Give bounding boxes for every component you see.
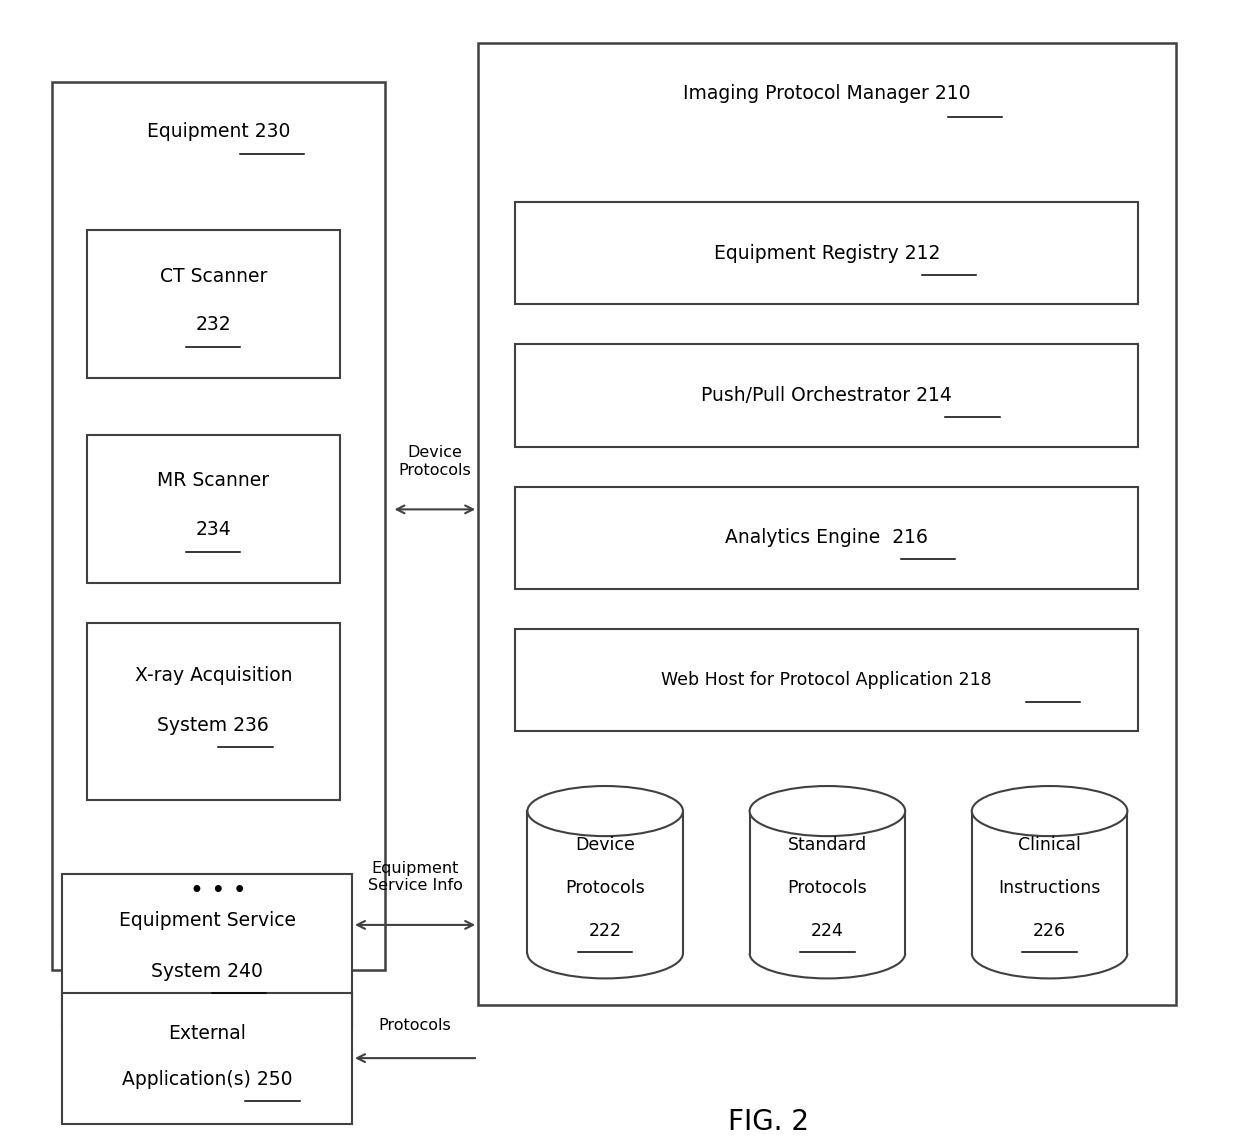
Text: 226: 226 xyxy=(1033,922,1066,940)
FancyBboxPatch shape xyxy=(479,42,1176,1004)
Text: Web Host for Protocol Application 218: Web Host for Protocol Application 218 xyxy=(661,672,992,689)
Text: Analytics Engine  216: Analytics Engine 216 xyxy=(725,529,929,547)
FancyBboxPatch shape xyxy=(515,486,1138,589)
Text: Imaging Protocol Manager 210: Imaging Protocol Manager 210 xyxy=(683,85,971,103)
Text: Clinical: Clinical xyxy=(1018,835,1081,853)
Ellipse shape xyxy=(972,786,1127,836)
FancyBboxPatch shape xyxy=(515,344,1138,447)
Text: Equipment 230: Equipment 230 xyxy=(148,122,290,141)
Ellipse shape xyxy=(527,786,683,836)
FancyBboxPatch shape xyxy=(515,629,1138,731)
Text: Protocols: Protocols xyxy=(565,879,645,897)
FancyBboxPatch shape xyxy=(62,993,352,1125)
Text: MR Scanner: MR Scanner xyxy=(157,471,269,491)
Text: Device
Protocols: Device Protocols xyxy=(398,445,471,477)
Text: System 240: System 240 xyxy=(151,961,263,980)
Text: 234: 234 xyxy=(196,521,231,539)
FancyBboxPatch shape xyxy=(527,811,683,953)
Text: Standard: Standard xyxy=(787,835,867,853)
FancyBboxPatch shape xyxy=(87,623,340,800)
Text: FIG. 2: FIG. 2 xyxy=(728,1107,808,1136)
FancyBboxPatch shape xyxy=(62,874,352,1027)
Text: Equipment
Service Info: Equipment Service Info xyxy=(367,860,463,893)
FancyBboxPatch shape xyxy=(972,811,1127,953)
Text: Protocols: Protocols xyxy=(787,879,867,897)
FancyBboxPatch shape xyxy=(87,230,340,379)
Text: Protocols: Protocols xyxy=(378,1018,451,1033)
FancyBboxPatch shape xyxy=(52,82,386,970)
Text: 232: 232 xyxy=(196,316,231,334)
Text: External: External xyxy=(169,1024,246,1043)
Text: Push/Pull Orchestrator 214: Push/Pull Orchestrator 214 xyxy=(702,386,952,405)
Text: X-ray Acquisition: X-ray Acquisition xyxy=(134,666,291,684)
Text: • • •: • • • xyxy=(191,879,247,903)
FancyBboxPatch shape xyxy=(515,202,1138,304)
Text: Device: Device xyxy=(575,835,635,853)
Text: Instructions: Instructions xyxy=(998,879,1101,897)
Text: 222: 222 xyxy=(589,922,621,940)
Text: 224: 224 xyxy=(811,922,844,940)
Text: CT Scanner: CT Scanner xyxy=(160,267,267,286)
Text: Equipment Service: Equipment Service xyxy=(119,912,295,930)
Text: Equipment Registry 212: Equipment Registry 212 xyxy=(713,244,940,263)
Text: System 236: System 236 xyxy=(157,716,269,734)
Text: Application(s) 250: Application(s) 250 xyxy=(122,1070,293,1089)
Ellipse shape xyxy=(750,786,905,836)
FancyBboxPatch shape xyxy=(87,436,340,583)
FancyBboxPatch shape xyxy=(750,811,905,953)
